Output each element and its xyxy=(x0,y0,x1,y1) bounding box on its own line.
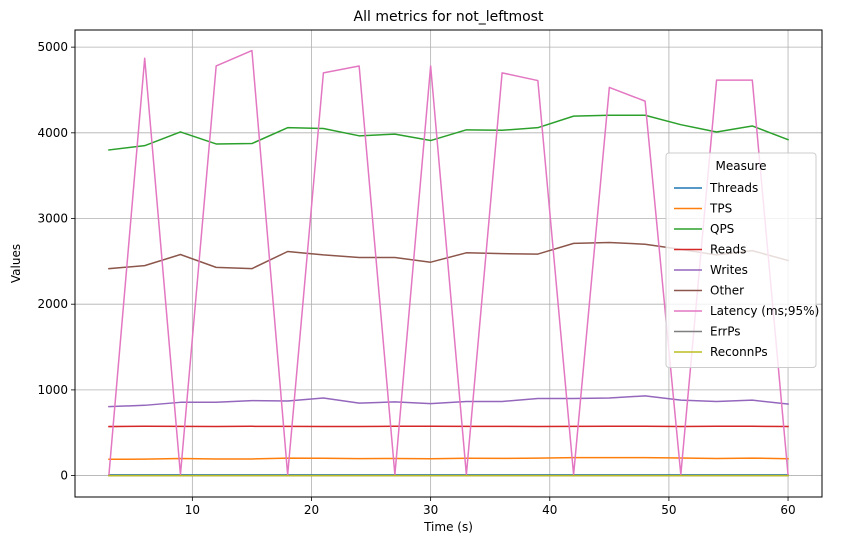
legend-label: Reads xyxy=(710,243,746,257)
series-layer xyxy=(108,49,790,477)
legend-label: Other xyxy=(710,284,744,298)
x-tick-label: 10 xyxy=(185,503,200,517)
x-tick-label: 40 xyxy=(542,503,557,517)
x-axis-label: Time (s) xyxy=(423,520,473,534)
legend-label: Latency (ms;95%) xyxy=(710,304,819,318)
legend: Measure Threads TPS QPS Reads Writes Other Lat… xyxy=(665,152,819,368)
legend-label: Writes xyxy=(710,263,748,277)
chart-title: All metrics for not_leftmost xyxy=(354,9,544,25)
x-tick-label: 60 xyxy=(780,503,795,517)
y-tick-label: 0 xyxy=(60,469,68,483)
plot-frame xyxy=(74,29,823,498)
legend-items: Threads TPS QPS Reads Writes Other Latency (ms… xyxy=(674,181,819,359)
legend-label: ErrPs xyxy=(710,325,741,339)
legend-box xyxy=(665,152,817,368)
x-tick-label: 50 xyxy=(661,503,676,517)
ticks: 10 20 30 40 50 60 0 1000 2000 3000 4000 5000 xyxy=(37,40,795,517)
series-line-3 xyxy=(108,114,790,151)
y-tick-label: 2000 xyxy=(37,297,68,311)
series-line-5 xyxy=(108,395,789,408)
y-tick-label: 4000 xyxy=(37,126,68,140)
y-tick-label: 3000 xyxy=(37,212,68,226)
legend-label: QPS xyxy=(710,222,734,236)
y-tick-label: 1000 xyxy=(37,383,68,397)
legend-label: TPS xyxy=(709,202,732,216)
series-line-2 xyxy=(108,456,789,461)
x-tick-label: 20 xyxy=(304,503,319,517)
legend-label: ReconnPs xyxy=(710,345,768,359)
x-tick-label: 30 xyxy=(423,503,438,517)
legend-label: Threads xyxy=(709,181,758,195)
series-line-7 xyxy=(108,49,789,476)
legend-title: Measure xyxy=(716,159,767,173)
y-tick-label: 5000 xyxy=(37,40,68,54)
y-axis-label: Values xyxy=(9,244,23,283)
